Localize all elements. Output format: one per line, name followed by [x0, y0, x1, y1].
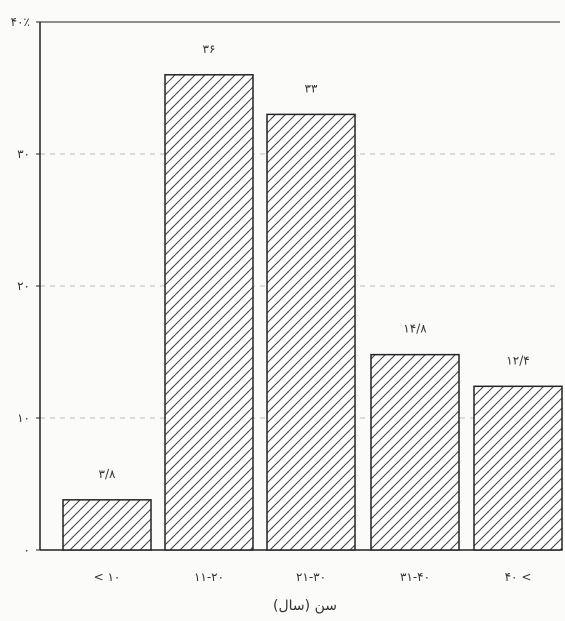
data-label: ۳۳	[305, 81, 318, 95]
x-tick-label: ۴۰ <	[505, 570, 532, 584]
x-tick-label: ۱۱-۲۰	[194, 570, 224, 584]
bar	[63, 500, 151, 550]
bars	[63, 75, 562, 550]
x-tick-label: ۳۱-۴۰	[400, 570, 430, 584]
data-label: ۱۴/۸	[403, 322, 427, 336]
data-label: ۳۶	[203, 42, 216, 56]
y-tick-label: ۱۰	[17, 411, 30, 425]
bar	[474, 386, 562, 550]
data-label: ۳/۸	[99, 467, 116, 481]
bar	[165, 75, 253, 550]
data-label: ۱۲/۴	[506, 353, 529, 367]
x-axis-title: سن (سال)	[273, 598, 337, 614]
x-tick-label: < ۱۰	[94, 570, 121, 584]
bar	[267, 114, 355, 550]
y-tick-label: ۳۰	[17, 147, 30, 161]
y-tick-label: ۴۰٪	[11, 15, 30, 29]
y-tick-labels: ۰ ۱۰ ۲۰ ۳۰ ۴۰٪	[11, 15, 40, 557]
x-tick-labels: < ۱۰ ۱۱-۲۰ ۲۱-۳۰ ۳۱-۴۰ ۴۰ <	[94, 570, 532, 584]
y-tick-label: ۰	[24, 543, 30, 557]
y-tick-label: ۲۰	[17, 279, 30, 293]
bar	[371, 355, 459, 550]
x-tick-label: ۲۱-۳۰	[296, 570, 326, 584]
